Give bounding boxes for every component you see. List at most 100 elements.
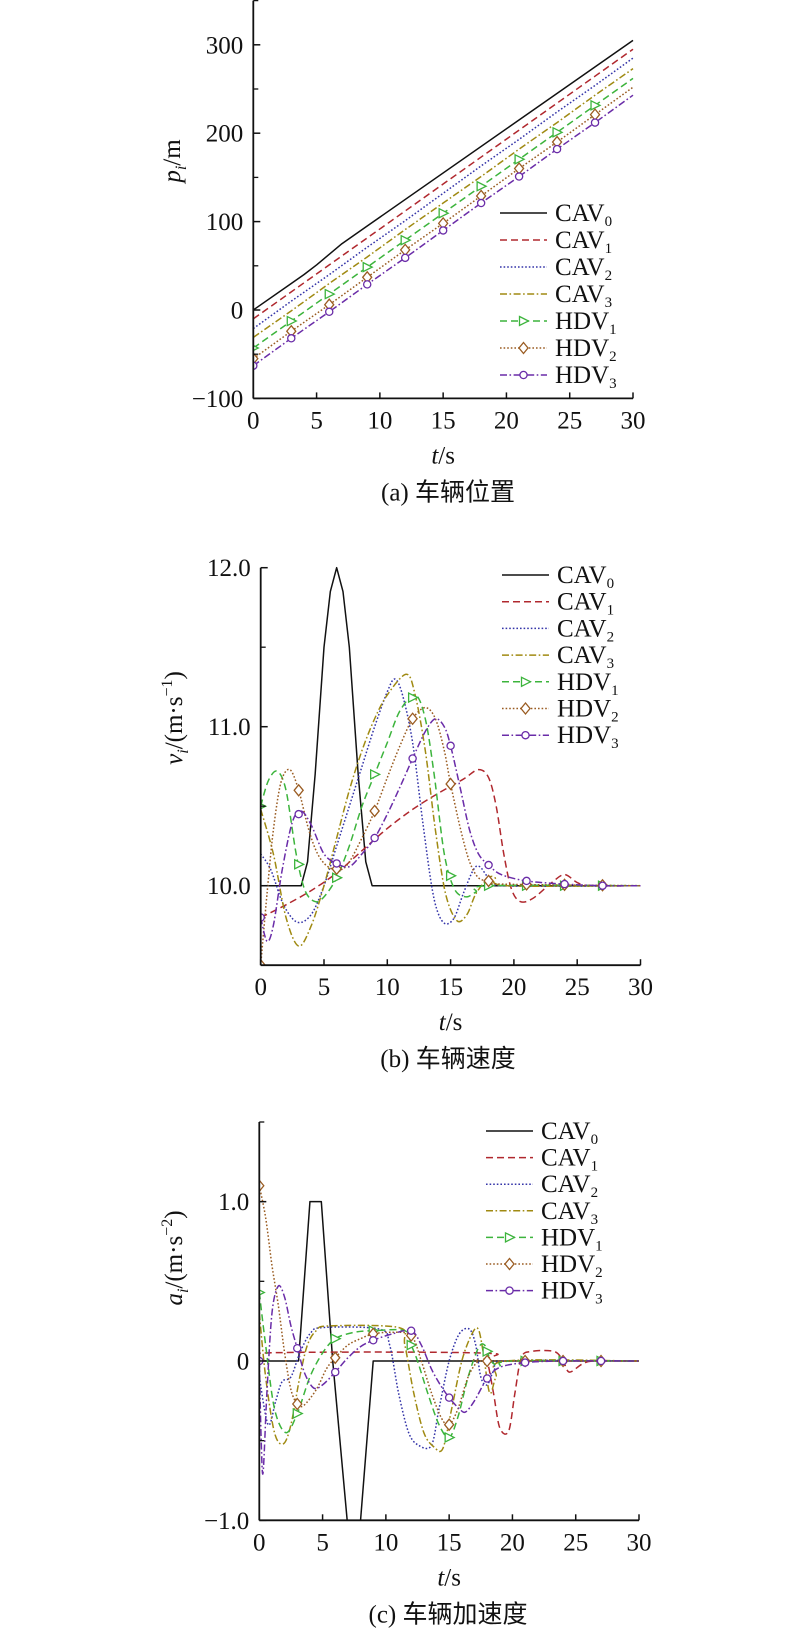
legend-item-CAV0: CAV0 [502, 562, 614, 592]
legend-item-CAV2: CAV2 [486, 1171, 598, 1201]
series-line-HDV1 [260, 694, 641, 903]
legend-item-CAV1: CAV1 [486, 1145, 598, 1175]
marker-HDV3 [330, 1367, 340, 1377]
marker-HDV3 [596, 1356, 606, 1366]
x-tick-label: 30 [621, 407, 646, 434]
marker-HDV3 [293, 1343, 302, 1353]
marker-HDV3 [590, 118, 600, 127]
marker-HDV3 [287, 334, 296, 343]
legend-sub: 2 [605, 268, 613, 284]
series-line-CAV2 [259, 1326, 640, 1450]
legend-sub: 1 [595, 1238, 603, 1254]
legend-sub: 2 [607, 629, 615, 645]
marker-HDV3 [482, 1374, 492, 1383]
marker-HDV3 [476, 198, 486, 208]
series-line-CAV1 [260, 768, 641, 919]
marker-HDV3 [520, 1358, 530, 1367]
x-tick-label: 25 [557, 407, 582, 434]
marker-HDV3 [324, 307, 334, 317]
y-tick-label: 0 [231, 298, 244, 325]
marker-HDV3 [446, 741, 455, 751]
y-label-rest: /m [159, 139, 186, 166]
x-tick-label: 30 [627, 1529, 652, 1556]
legend-base: CAV [555, 200, 605, 227]
legend-label: CAV3 [541, 1198, 598, 1228]
marker-HDV3 [368, 1336, 378, 1345]
legend-item-HDV3: HDV3 [500, 362, 617, 392]
y-tick-label: 10.0 [207, 873, 251, 900]
x-tick-label: 20 [501, 974, 526, 1001]
marker-HDV3 [362, 280, 372, 289]
marker-HDV1 [438, 207, 450, 219]
legend-item-CAV3: CAV3 [500, 281, 612, 311]
legend-item-HDV2: HDV2 [486, 1251, 603, 1281]
marker-HDV1 [286, 315, 298, 327]
legend-sub: 3 [605, 295, 613, 311]
x-tick-label: 5 [316, 1529, 329, 1556]
panel-caption: (b) 车辆速度 [380, 1045, 515, 1073]
legend-base: CAV [557, 615, 607, 642]
series-line-CAV0 [253, 39, 634, 311]
x-label-unit: /s [438, 442, 455, 469]
series-line-HDV1 [259, 1292, 640, 1439]
legend-item-CAV3: CAV3 [502, 642, 614, 672]
marker-HDV3 [294, 809, 303, 819]
x-tick-label: 10 [367, 407, 392, 434]
legend-item-HDV3: HDV3 [502, 722, 619, 752]
marker-HDV1 [324, 288, 336, 300]
legend-label: HDV3 [557, 722, 619, 752]
series-line-HDV2 [260, 706, 641, 966]
panel-acceleration: 0 5 10 15 20 25 30−1.001.0t/sai/(m·s−2)(c) 车辆加… [159, 1118, 652, 1628]
legend-item-HDV1: HDV1 [486, 1224, 603, 1254]
legend-sub: 3 [591, 1212, 599, 1228]
legend-label: CAV0 [555, 200, 612, 230]
y-label-superscript: −2 [159, 1219, 176, 1236]
legend-label: CAV1 [555, 227, 612, 257]
legend-sub: 1 [607, 603, 615, 619]
x-label-symbol: t [439, 1009, 447, 1036]
legend-base: HDV [541, 1224, 595, 1251]
legend-sub: 3 [611, 736, 619, 752]
panel-caption: (c) 车辆加速度 [369, 1600, 528, 1628]
marker-HDV1 [330, 1333, 342, 1345]
legend-sub: 1 [609, 322, 617, 338]
legend-marker [505, 1286, 514, 1295]
legend-item-CAV2: CAV2 [500, 254, 612, 284]
legend-base: CAV [557, 589, 607, 616]
y-label-superscript: −1 [159, 679, 176, 696]
x-tick-label: 15 [438, 974, 463, 1001]
y-tick-label: 100 [206, 209, 244, 236]
panel-velocity: 0 5 10 15 20 25 3010.011.012.0t/svi/(m·s−1)(b)… [159, 555, 653, 1073]
marker-HDV1 [476, 180, 488, 192]
marker-HDV3 [332, 859, 341, 868]
legend-base: CAV [557, 562, 607, 589]
marker-HDV2 [253, 352, 259, 366]
marker-HDV1 [332, 872, 344, 884]
marker-HDV3 [560, 879, 569, 889]
legend-label: HDV3 [541, 1278, 603, 1308]
x-tick-label: 10 [373, 1529, 398, 1556]
marker-HDV2 [443, 1418, 455, 1432]
legend-marker [519, 370, 528, 380]
marker-HDV2 [329, 1351, 341, 1365]
x-tick-label: 30 [628, 974, 653, 1001]
marker-HDV1 [294, 858, 306, 870]
x-tick-label: 20 [494, 407, 519, 434]
marker-HDV3 [598, 881, 607, 890]
x-tick-label: 15 [437, 1529, 462, 1556]
y-label-rest: /(m·s [161, 697, 188, 750]
legend-marker [518, 315, 530, 327]
x-axis-label: t/s [437, 1564, 461, 1591]
x-tick-label: 5 [310, 407, 323, 434]
x-tick-label: 25 [565, 974, 590, 1001]
y-tick-label: −100 [192, 386, 244, 413]
marker-HDV3 [444, 1393, 454, 1402]
x-label-symbol: t [437, 1564, 445, 1591]
marker-HDV1 [445, 870, 458, 882]
legend-base: CAV [541, 1118, 591, 1145]
legend-sub: 2 [595, 1265, 603, 1281]
